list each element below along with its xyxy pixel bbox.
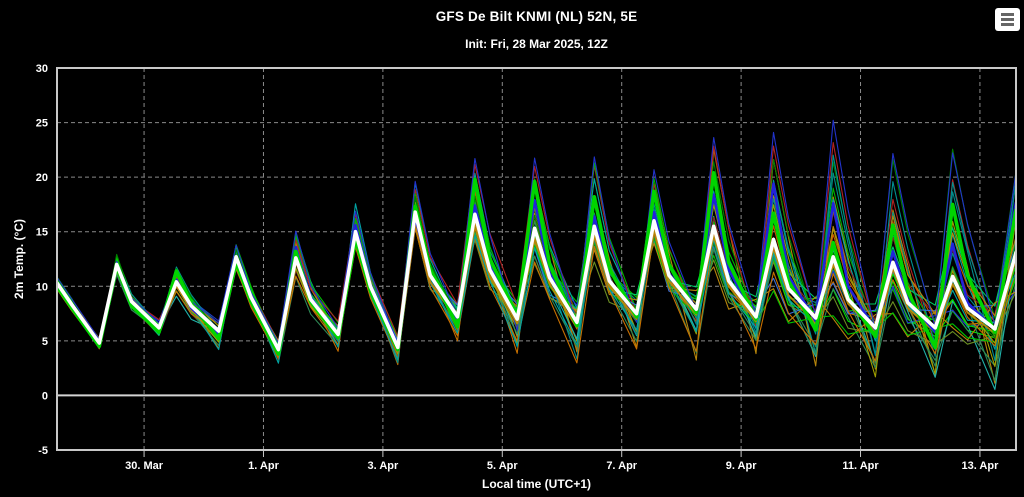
highlighted-runs	[57, 171, 1016, 356]
x-tick-label: 13. Apr	[961, 460, 999, 472]
x-tick-label: 30. Mar	[125, 460, 164, 472]
x-tick-label: 7. Apr	[606, 460, 637, 472]
y-tick-label: 30	[36, 63, 48, 75]
y-tick-label: 10	[36, 281, 48, 293]
y-tick-label: -5	[38, 445, 48, 457]
export-menu-button[interactable]	[995, 8, 1020, 31]
axis-labels: -5 0 5 10 15 20 25 30 30. Mar 1. Apr 3. Apr 5. Apr 7…	[36, 63, 999, 472]
y-tick-label: 20	[36, 172, 48, 184]
gridlines	[57, 68, 1016, 450]
x-tick-label: 1. Apr	[248, 460, 279, 472]
x-tick-label: 3. Apr	[368, 460, 399, 472]
x-tick-label: 9. Apr	[726, 460, 757, 472]
x-axis-title: Local time (UTC+1)	[481, 477, 592, 491]
y-tick-label: 25	[36, 118, 48, 130]
x-tick-label: 5. Apr	[487, 460, 518, 472]
ensemble-mean-line	[57, 210, 1016, 352]
chart-subtitle: Init: Fri, 28 Mar 2025, 12Z	[465, 37, 608, 51]
y-tick-label: 15	[36, 227, 48, 239]
ensemble-members	[57, 119, 1016, 390]
plot-border	[56, 67, 1017, 451]
chart-title: GFS De Bilt KNMI (NL) 52N, 5E	[435, 9, 638, 24]
y-tick-label: 0	[42, 390, 48, 402]
x-tick-label: 11. Apr	[842, 460, 879, 472]
y-tick-label: 5	[42, 336, 48, 348]
